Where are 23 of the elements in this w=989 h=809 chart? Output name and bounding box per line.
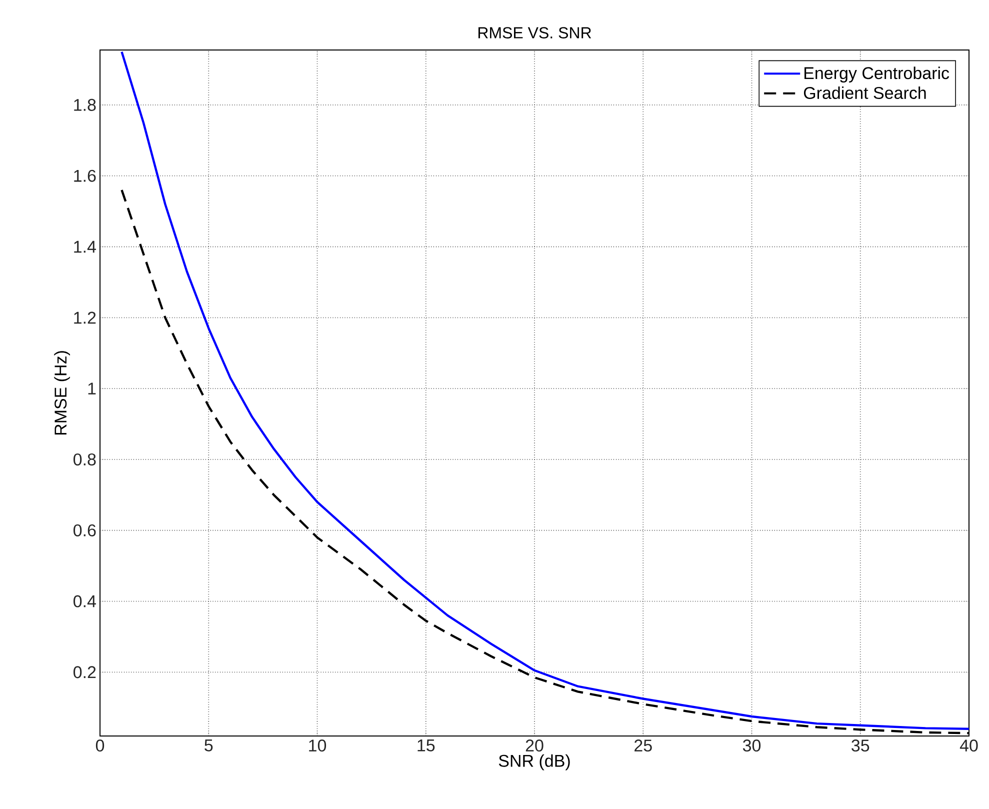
x-axis-title: SNR (dB)	[498, 754, 570, 770]
x-tick-label: 25	[634, 740, 652, 752]
y-tick-label: 1	[88, 382, 96, 394]
x-tick-label: 35	[852, 740, 870, 752]
chart-title: RMSE VS. SNR	[478, 27, 592, 38]
x-tick-label: 20	[526, 740, 544, 752]
x-tick-label: 15	[418, 740, 435, 752]
y-tick-label: 1.6	[74, 170, 96, 182]
y-tick-label: 0.6	[74, 524, 96, 536]
legend-label: Gradient Search	[804, 86, 926, 99]
y-tick-label: 1.4	[74, 240, 96, 253]
y-tick-label: 0.8	[74, 453, 96, 466]
legend-label: Energy Centrobaric	[804, 66, 950, 83]
x-tick-label: 40	[960, 740, 978, 752]
y-tick-label: 1.8	[74, 98, 96, 111]
x-tick-label: 0	[96, 740, 104, 752]
y-tick-label: 0.2	[74, 666, 96, 678]
y-tick-label: 1.2	[74, 312, 96, 324]
x-tick-label: 10	[309, 740, 326, 752]
x-tick-label: 5	[204, 740, 213, 752]
y-tick-label: 0.4	[74, 595, 96, 608]
x-tick-label: 30	[742, 740, 761, 752]
y-axis-title: RMSE (Hz)	[54, 351, 70, 435]
